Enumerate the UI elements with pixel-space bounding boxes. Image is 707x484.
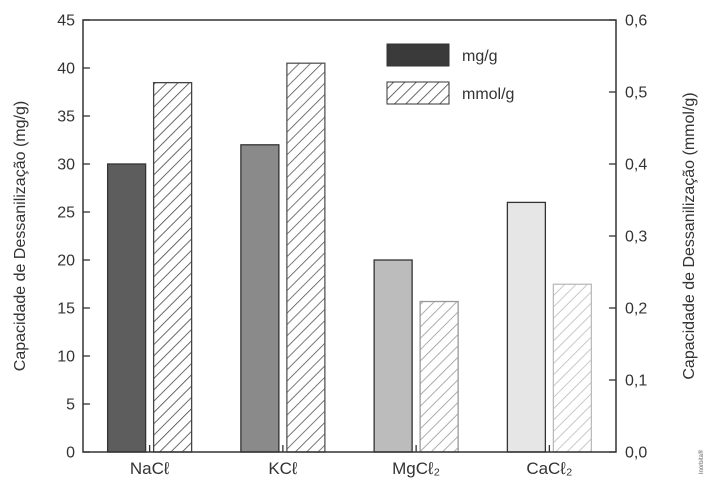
x-category-label: CaCℓ₂ <box>526 459 572 478</box>
y-tick-label: 15 <box>57 301 75 318</box>
x-category-label: MgCℓ₂ <box>392 459 440 478</box>
y2-tick-label: 0,2 <box>625 301 647 318</box>
y-axis-title: Capacidade de Dessanilização (mg/g) <box>12 101 29 371</box>
y-tick-label: 25 <box>57 205 75 222</box>
y-tick-label: 5 <box>66 397 75 414</box>
y-tick-label: 30 <box>57 157 75 174</box>
y2-tick-label: 0,0 <box>625 445 647 462</box>
credit-label: Inorbita® <box>698 449 705 474</box>
bar-mg-g <box>506 201 547 453</box>
y-tick-label: 20 <box>57 253 75 270</box>
y-tick-label: 35 <box>57 109 75 126</box>
legend-swatch-mmol-g <box>386 81 450 105</box>
y-tick-label: 10 <box>57 349 75 366</box>
y-tick-label: 45 <box>57 13 75 30</box>
y-tick-label: 0 <box>66 445 75 462</box>
legend-label-mmol-g: mmol/g <box>462 86 514 103</box>
plot-frame <box>82 19 617 453</box>
y-tick-label: 40 <box>57 61 75 78</box>
bar-mg-g <box>240 144 280 453</box>
y2-tick-label: 0,5 <box>625 85 647 102</box>
bar-mmol-g <box>419 300 459 453</box>
x-category-label: NaCℓ <box>130 459 170 478</box>
y2-tick-label: 0,1 <box>625 373 647 390</box>
legend: mg/g mmol/g <box>386 43 514 105</box>
legend-swatch-mg-g <box>386 43 450 67</box>
bar-mmol-g <box>152 81 193 453</box>
bar-mg-g <box>373 259 413 453</box>
y2-tick-label: 0,6 <box>625 13 647 30</box>
bar-mg-g <box>106 163 147 453</box>
x-category-label: KCℓ <box>268 459 298 478</box>
y2-axis-title: Capacidade de Dessanilização (mmol/g) <box>681 92 698 379</box>
legend-label-mg-g: mg/g <box>462 48 498 65</box>
y2-tick-label: 0,3 <box>625 229 647 246</box>
y2-tick-label: 0,4 <box>625 157 647 174</box>
bar-mmol-g <box>286 62 326 453</box>
bar-mmol-g <box>552 283 593 453</box>
